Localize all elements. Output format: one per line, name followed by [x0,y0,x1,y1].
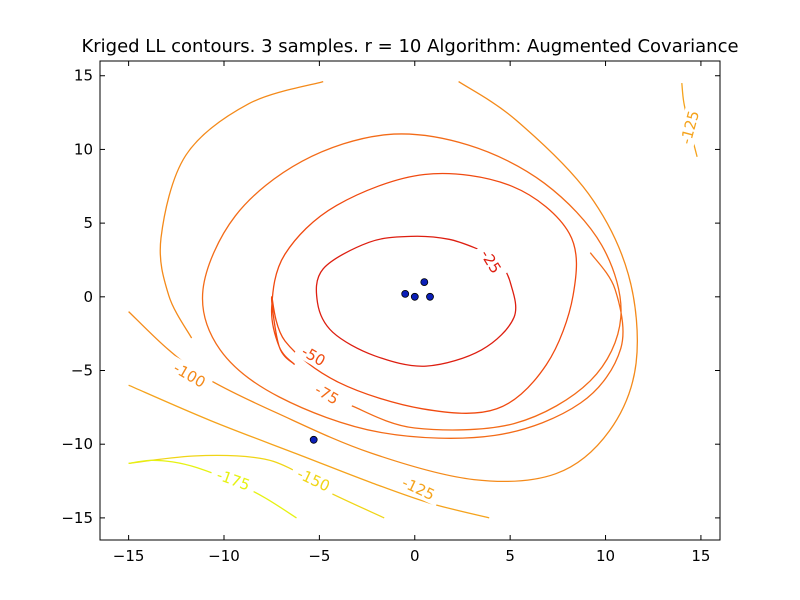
contour-line-minus-25-0 [315,235,517,367]
contour-line-minus-50-1 [270,172,578,414]
x-tick-label: 0 [410,547,420,565]
sample-point-4 [309,435,318,444]
contour-line-minus-75-2 [201,133,624,439]
contour-line-minus-100-4 [159,80,324,339]
x-tick-label: −5 [308,547,330,565]
contour-line-minus-175-8 [128,459,297,519]
y-tick-label: −15 [61,509,93,527]
contour-label-bg [289,461,339,498]
contour-lines [128,80,698,519]
y-tick-label: 5 [83,214,93,232]
contour-label-bg [165,355,215,395]
contour-label-bg [208,463,259,496]
x-tick-label: −10 [208,547,240,565]
y-tick-label: −5 [71,362,93,380]
y-tick-label: 10 [74,140,93,158]
chart-title: Kriged LL contours. 3 samples. r = 10 Al… [81,36,738,57]
y-tick-label: 0 [83,288,93,306]
axes-frame [99,60,721,541]
sample-point-2 [410,292,419,301]
x-tick-label: −15 [113,547,145,565]
sample-point-1 [401,289,410,298]
y-tick-label: −10 [61,435,93,453]
x-tick-label: 10 [596,547,615,565]
contour-line-minus-100-3 [128,81,638,483]
sample-point-0 [420,278,429,287]
contour-label-bg [393,470,444,507]
x-tick-label: 5 [505,547,515,565]
contour-label-bg [473,241,509,282]
y-tick-label: 15 [74,67,93,85]
sample-point-3 [426,292,434,301]
x-tick-label: 15 [691,547,710,565]
contour-label-bg [306,377,348,411]
contour-label-bg [674,102,705,152]
contour-label-bg [293,339,334,373]
